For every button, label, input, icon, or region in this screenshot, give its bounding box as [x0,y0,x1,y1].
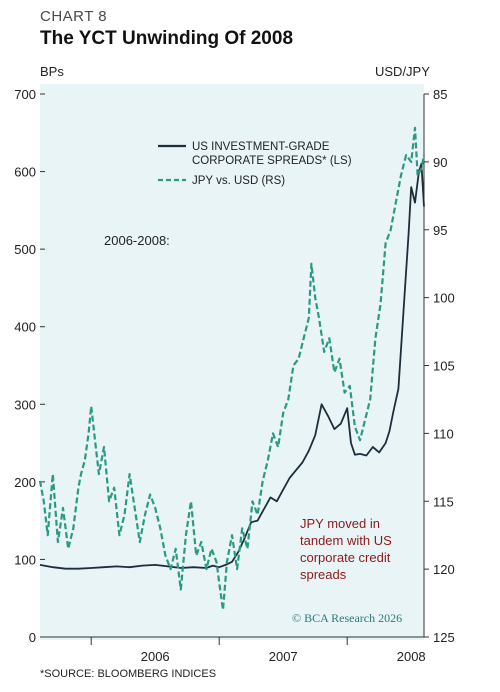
axes: 0 100 200 300 400 500 600 700 85 90 95 100 105 110 115… [14,87,454,664]
x-tick-label: 2006 [141,649,170,664]
x-tick-label: 2008 [397,649,426,664]
x-tick-label: 2007 [269,649,298,664]
period-annotation: 2006-2008: [104,233,170,248]
right-tick-label: 125 [433,630,455,645]
bca-watermark: © BCA Research 2026 [292,611,402,625]
note-line-2: tandem with US [300,533,392,548]
legend-spreads-label: US INVESTMENT-GRADE [192,141,330,153]
note-line-4: spreads [300,567,347,582]
left-tick-label: 0 [29,630,36,645]
note-line-3: corporate credit [300,550,391,565]
right-tick-label: 95 [433,223,447,238]
left-tick-label: 100 [14,552,36,567]
right-tick-label: 115 [433,494,454,509]
right-tick-label: 85 [433,87,447,102]
jpy-series-line [38,126,426,612]
source-note: *SOURCE: BLOOMBERG INDICES [40,668,217,680]
chart-number: CHART 8 [40,8,108,25]
right-tick-label: 90 [433,155,447,170]
plot-area [40,84,424,640]
left-axis-unit: BPs [40,64,64,79]
legend-jpy-label: JPY vs. USD (RS) [192,175,285,187]
right-tick-label: 120 [433,562,455,577]
left-tick-label: 600 [14,165,36,180]
right-tick-label: 110 [433,426,454,441]
series-layer [38,126,426,612]
spreads-series-line [39,162,425,570]
left-tick-label: 500 [14,242,36,257]
legend-spreads-label-2: CORPORATE SPREADS* (LS) [192,155,352,167]
left-tick-label: 300 [14,397,36,412]
right-axis-unit: USD/JPY [375,64,430,79]
note-line-1: JPY moved in [300,516,380,531]
left-tick-label: 200 [14,475,36,490]
right-tick-label: 100 [433,291,455,306]
chart-title: The YCT Unwinding Of 2008 [40,28,294,49]
legend: US INVESTMENT-GRADE CORPORATE SPREADS* (… [158,141,352,187]
left-tick-label: 400 [14,320,36,335]
left-tick-label: 700 [14,87,36,102]
right-tick-label: 105 [433,359,455,374]
